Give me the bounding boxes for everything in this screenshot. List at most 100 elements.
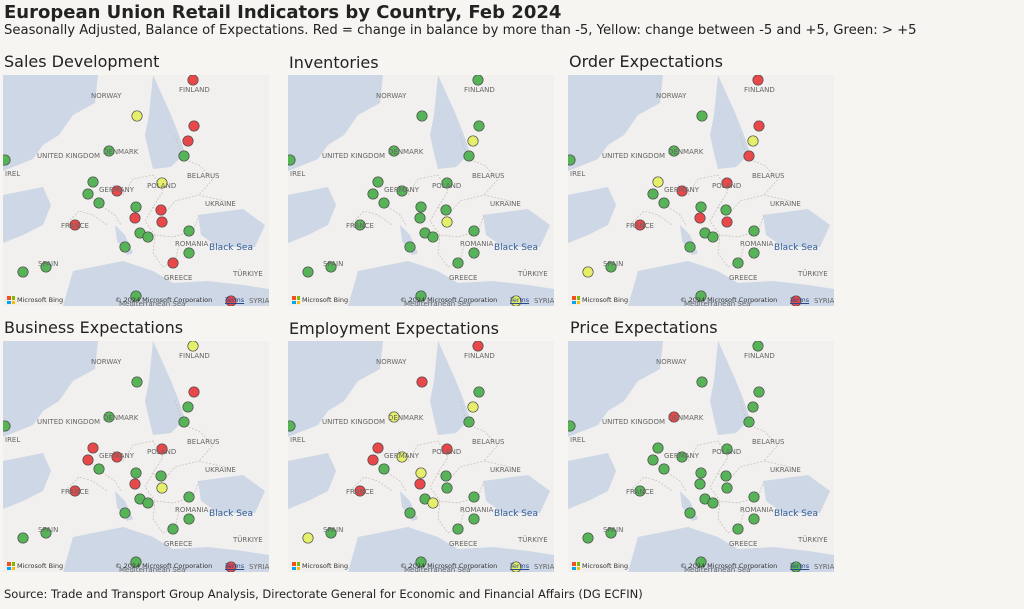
marker-romania[interactable]	[468, 491, 480, 503]
marker-austria[interactable]	[694, 478, 706, 490]
marker-hungary[interactable]	[156, 482, 168, 494]
marker-hungary[interactable]	[156, 216, 168, 228]
marker-poland[interactable]	[441, 177, 453, 189]
marker-croatia[interactable]	[142, 497, 154, 509]
marker-estonia[interactable]	[753, 386, 765, 398]
marker-lithuania[interactable]	[463, 416, 475, 428]
marker-italy[interactable]	[119, 507, 131, 519]
marker-romania[interactable]	[183, 225, 195, 237]
marker-portugal[interactable]	[302, 532, 314, 544]
marker-greece[interactable]	[452, 523, 464, 535]
marker-greece[interactable]	[452, 257, 464, 269]
marker-bulgaria[interactable]	[748, 513, 760, 525]
marker-denmark[interactable]	[668, 145, 680, 157]
marker-bulgaria[interactable]	[183, 513, 195, 525]
marker-portugal[interactable]	[302, 266, 314, 278]
marker-france[interactable]	[354, 485, 366, 497]
marker-finland[interactable]	[472, 341, 484, 352]
marker-cyprus[interactable]	[225, 561, 237, 572]
marker-slovakia[interactable]	[720, 204, 732, 216]
marker-slovakia[interactable]	[440, 204, 452, 216]
marker-lithuania[interactable]	[743, 150, 755, 162]
marker-romania[interactable]	[748, 225, 760, 237]
terms-link[interactable]: Terms	[510, 296, 530, 304]
marker-italy[interactable]	[404, 241, 416, 253]
marker-denmark[interactable]	[668, 411, 680, 423]
marker-netherlands[interactable]	[372, 442, 384, 454]
marker-lithuania[interactable]	[463, 150, 475, 162]
marker-ireland[interactable]	[3, 154, 11, 166]
marker-luxembourg[interactable]	[658, 463, 670, 475]
marker-lithuania[interactable]	[178, 150, 190, 162]
marker-czechia[interactable]	[695, 467, 707, 479]
marker-germany[interactable]	[676, 451, 688, 463]
terms-link[interactable]: Terms	[790, 562, 810, 570]
marker-latvia[interactable]	[747, 401, 759, 413]
marker-cyprus[interactable]	[225, 295, 237, 306]
marker-estonia[interactable]	[473, 120, 485, 132]
marker-italy[interactable]	[119, 241, 131, 253]
marker-austria[interactable]	[129, 212, 141, 224]
marker-malta[interactable]	[130, 556, 142, 568]
marker-croatia[interactable]	[427, 497, 439, 509]
marker-netherlands[interactable]	[87, 442, 99, 454]
marker-spain[interactable]	[325, 527, 337, 539]
marker-hungary[interactable]	[721, 216, 733, 228]
marker-estonia[interactable]	[473, 386, 485, 398]
marker-belgium[interactable]	[82, 188, 94, 200]
marker-finland[interactable]	[752, 75, 764, 86]
marker-austria[interactable]	[414, 212, 426, 224]
marker-latvia[interactable]	[182, 135, 194, 147]
marker-austria[interactable]	[129, 478, 141, 490]
marker-ireland[interactable]	[568, 420, 576, 432]
marker-denmark[interactable]	[388, 145, 400, 157]
marker-poland[interactable]	[156, 177, 168, 189]
marker-romania[interactable]	[468, 225, 480, 237]
marker-latvia[interactable]	[182, 401, 194, 413]
map-price-expectations[interactable]: NORWAY FINLAND UNITED KINGDOM IREL DENMARK GE…	[568, 341, 834, 572]
marker-spain[interactable]	[40, 527, 52, 539]
terms-link[interactable]: Terms	[790, 296, 810, 304]
marker-hungary[interactable]	[441, 482, 453, 494]
marker-denmark[interactable]	[103, 411, 115, 423]
marker-lithuania[interactable]	[178, 416, 190, 428]
marker-ireland[interactable]	[568, 154, 576, 166]
marker-germany[interactable]	[111, 451, 123, 463]
marker-belgium[interactable]	[367, 454, 379, 466]
marker-malta[interactable]	[695, 290, 707, 302]
marker-portugal[interactable]	[582, 266, 594, 278]
marker-cyprus[interactable]	[510, 295, 522, 306]
marker-france[interactable]	[69, 219, 81, 231]
marker-luxembourg[interactable]	[93, 463, 105, 475]
marker-poland[interactable]	[156, 443, 168, 455]
marker-sweden[interactable]	[416, 110, 428, 122]
marker-croatia[interactable]	[707, 231, 719, 243]
marker-germany[interactable]	[676, 185, 688, 197]
marker-czechia[interactable]	[415, 201, 427, 213]
marker-netherlands[interactable]	[87, 176, 99, 188]
marker-germany[interactable]	[396, 185, 408, 197]
marker-czechia[interactable]	[695, 201, 707, 213]
marker-estonia[interactable]	[753, 120, 765, 132]
terms-link[interactable]: Terms	[225, 562, 245, 570]
marker-france[interactable]	[634, 485, 646, 497]
marker-finland[interactable]	[187, 341, 199, 352]
marker-latvia[interactable]	[467, 401, 479, 413]
marker-luxembourg[interactable]	[658, 197, 670, 209]
marker-bulgaria[interactable]	[468, 247, 480, 259]
map-business-expectations[interactable]: NORWAY FINLAND UNITED KINGDOM IREL DENMARK GE…	[3, 341, 269, 572]
marker-belgium[interactable]	[647, 454, 659, 466]
marker-malta[interactable]	[695, 556, 707, 568]
marker-france[interactable]	[69, 485, 81, 497]
map-order-expectations[interactable]: NORWAY FINLAND UNITED KINGDOM IREL DENMARK GE…	[568, 75, 834, 306]
marker-estonia[interactable]	[188, 386, 200, 398]
marker-ireland[interactable]	[288, 420, 296, 432]
marker-luxembourg[interactable]	[378, 197, 390, 209]
marker-sweden[interactable]	[131, 376, 143, 388]
marker-latvia[interactable]	[747, 135, 759, 147]
marker-spain[interactable]	[605, 527, 617, 539]
terms-link[interactable]: Terms	[510, 562, 530, 570]
marker-greece[interactable]	[167, 257, 179, 269]
marker-latvia[interactable]	[467, 135, 479, 147]
marker-slovakia[interactable]	[155, 204, 167, 216]
